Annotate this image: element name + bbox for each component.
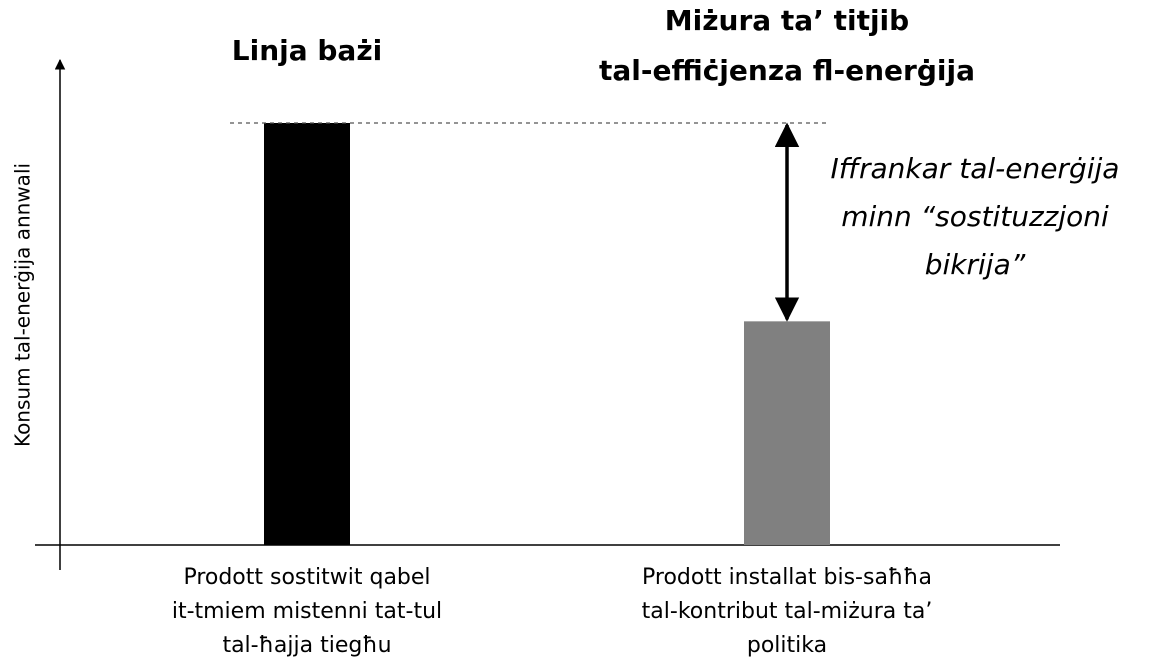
x-tick-label: Prodott sostitwit qabel: [183, 565, 430, 590]
x-tick-label: politika: [747, 633, 827, 658]
x-tick-label: it-tmiem mistenni tat-tul: [172, 599, 442, 624]
annotation: bikrija”: [925, 248, 1026, 281]
bar-heading: tal-effiċjenza fl-enerġija: [599, 54, 975, 87]
x-tick-label: tal-ħajja tiegħu: [222, 633, 391, 658]
bar: [264, 123, 350, 545]
x-tick-label: tal-kontribut tal-miżura ta’: [642, 599, 933, 624]
bar: [744, 321, 830, 545]
y-axis-label: Konsum tal-enerġija annwali: [11, 163, 35, 447]
x-tick-label: Prodott installat bis-saħħa: [642, 565, 932, 590]
bar-heading: Linja bażi: [232, 34, 382, 67]
annotation: Iffrankar tal-enerġija: [831, 152, 1120, 185]
annotation: minn “sostituzzjoni: [841, 200, 1109, 233]
bar-heading: Miżura ta’ titjib: [665, 4, 909, 37]
